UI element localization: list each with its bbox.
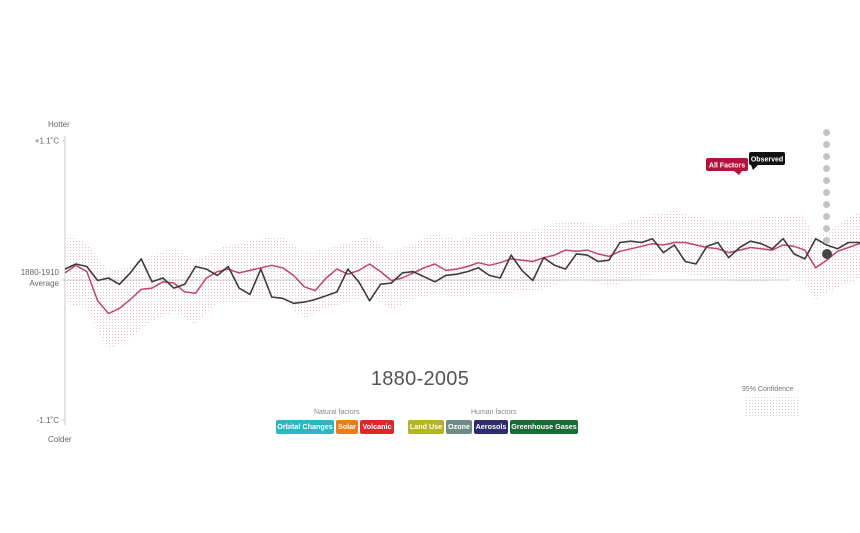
y-bottom-label: Colder [48, 435, 72, 444]
nav-dot-9[interactable] [823, 225, 830, 232]
land-use-button[interactable]: Land Use [408, 420, 444, 434]
human-factors-label: Human factors [471, 409, 517, 416]
all-factors-series-line [64, 241, 860, 315]
nav-dot-10[interactable] [823, 237, 830, 244]
all-factors-tag-box [706, 158, 748, 171]
nav-dot-1[interactable] [823, 129, 830, 136]
observed-tag-box [749, 152, 785, 165]
nav-dot-8[interactable] [823, 213, 830, 220]
section-nav-dots [821, 129, 832, 264]
all-factors-tag[interactable]: All Factors [706, 158, 748, 175]
y-top-label: Hotter [48, 120, 70, 129]
volcanic-button[interactable]: Volcanic [360, 420, 394, 434]
nav-dot-3[interactable] [823, 153, 830, 160]
all-factors-tag-pointer [734, 171, 742, 175]
period-label: 1880-2005 [370, 368, 470, 390]
ozone-button[interactable]: Ozone [446, 420, 472, 434]
observed-tag[interactable]: Observed [749, 152, 785, 170]
baseline-label-average: Average [29, 279, 59, 288]
all-factors-tag-label: All Factors [709, 162, 745, 169]
confidence-legend-swatch [745, 396, 799, 416]
y-bottom-tick-label: -1.1˚C [37, 416, 59, 425]
nav-dot-5[interactable] [823, 177, 830, 184]
orbital-changes-button[interactable]: Orbital Changes [276, 420, 334, 434]
nav-dot-2[interactable] [823, 141, 830, 148]
aerosols-button[interactable]: Aerosols [474, 420, 508, 434]
confidence-band-layer [65, 210, 860, 351]
nav-dot-7[interactable] [823, 201, 830, 208]
y-top-tick-label: +1.1˚C [35, 137, 59, 146]
observed-tag-label: Observed [751, 156, 783, 163]
baseline-label-period: 1880-1910 [21, 268, 60, 277]
natural-factors-label: Natural factors [314, 409, 360, 416]
observed-series-line [64, 237, 860, 305]
observed-tag-pointer [751, 165, 758, 170]
greenhouse-gases-button[interactable]: Greenhouse Gases [510, 420, 578, 434]
series-tag-layer: All Factors Observed [706, 152, 785, 175]
solar-button[interactable]: Solar [336, 420, 358, 434]
axis-layer: Hotter +1.1˚C 1880-1910 Average -1.1˚C C… [21, 120, 790, 444]
confidence-legend-label: 95% Confidence [742, 386, 794, 393]
nav-dot-6[interactable] [823, 189, 830, 196]
confidence-band [65, 210, 860, 351]
nav-dot-11[interactable] [821, 249, 832, 259]
nav-dot-4[interactable] [823, 165, 830, 172]
series-line-layer [64, 237, 860, 315]
